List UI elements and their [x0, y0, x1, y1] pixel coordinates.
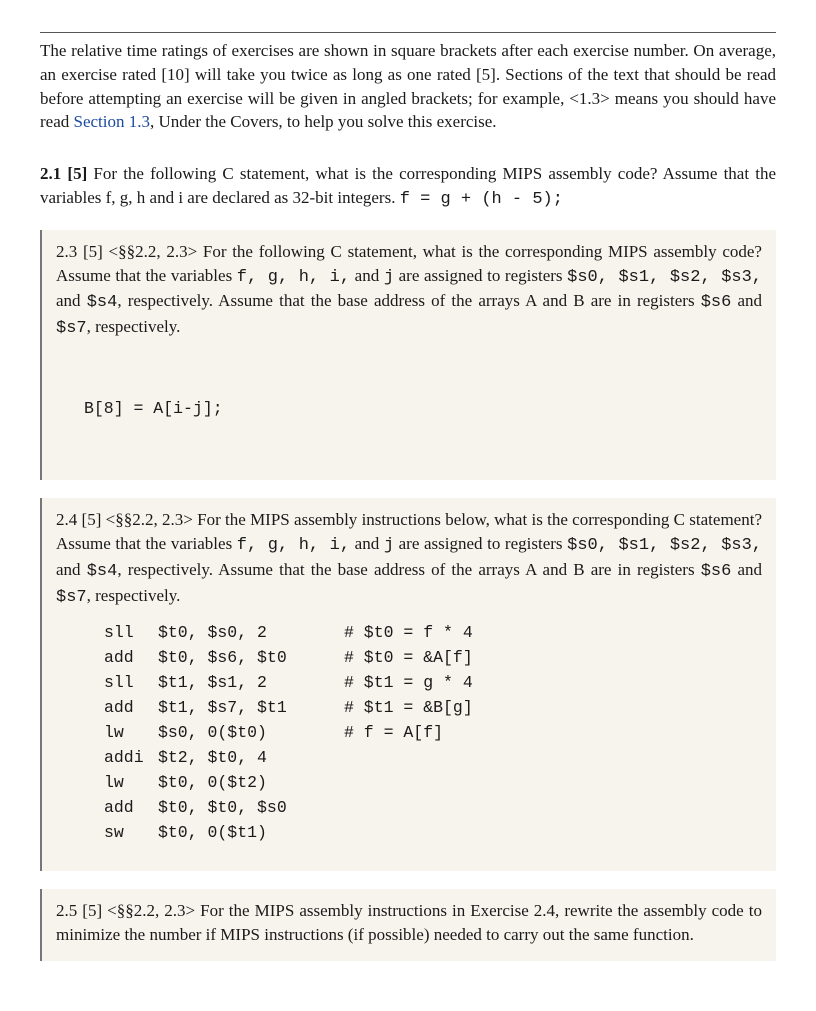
- asm-row: add$t1, $s7, $t1# $t1 = &B[g]: [104, 695, 473, 720]
- t: , respectively. Assume that the base add…: [117, 291, 700, 310]
- code-line: B[8] = A[i-j];: [84, 397, 762, 420]
- exercise-rating: [5]: [77, 242, 103, 261]
- asm-args: $t2, $t0, 4: [158, 745, 344, 770]
- intro-text-2: , Under the Covers, to help you solve th…: [150, 112, 497, 131]
- asm-row: sw$t0, 0($t1): [104, 820, 473, 845]
- asm-op: add: [104, 645, 158, 670]
- asm-row: addi$t2, $t0, 4: [104, 745, 473, 770]
- exercise-rating: [5]: [77, 510, 101, 529]
- asm-args: $t1, $s7, $t1: [158, 695, 344, 720]
- asm-op: add: [104, 795, 158, 820]
- asm-row: sll$t1, $s1, 2# $t1 = g * 4: [104, 670, 473, 695]
- asm-args: $t0, $t0, $s0: [158, 795, 344, 820]
- asm-comment: [344, 795, 473, 820]
- exercise-number: 2.5: [56, 901, 77, 920]
- asm-args: $t0, 0($t2): [158, 770, 344, 795]
- exercise-rating: [5]: [77, 901, 102, 920]
- asm-comment: # $t0 = f * 4: [344, 620, 473, 645]
- reg: $s6: [701, 293, 732, 312]
- exercise-number: 2.3: [56, 242, 77, 261]
- t: are assigned to registers: [394, 534, 567, 553]
- varj: j: [384, 268, 394, 287]
- regs: $s0, $s1, $s2, $s3,: [567, 536, 762, 555]
- t: and: [731, 560, 762, 579]
- asm-args: $t0, $s6, $t0: [158, 645, 344, 670]
- exercise-number: 2.4: [56, 510, 77, 529]
- asm-op: sll: [104, 670, 158, 695]
- t: and: [56, 560, 87, 579]
- t: , respectively. Assume that the base add…: [117, 560, 700, 579]
- asm-op: lw: [104, 770, 158, 795]
- code-block: B[8] = A[i-j];: [84, 351, 762, 466]
- exercise-prereq: <§§2.2, 2.3>: [102, 901, 195, 920]
- asm-op: add: [104, 695, 158, 720]
- assembly-listing: sll$t0, $s0, 2# $t0 = f * 4add$t0, $s6, …: [104, 620, 473, 846]
- regs: $s0, $s1, $s2, $s3,: [567, 268, 762, 287]
- varj: j: [384, 536, 394, 555]
- reg: $s7: [56, 319, 87, 338]
- exercise-prereq: <§§2.2, 2.3>: [103, 242, 197, 261]
- asm-op: sw: [104, 820, 158, 845]
- asm-comment: # $t0 = &A[f]: [344, 645, 473, 670]
- asm-row: lw$t0, 0($t2): [104, 770, 473, 795]
- t: and: [350, 534, 384, 553]
- exercise-2-5: 2.5 [5] <§§2.2, 2.3> For the MIPS assemb…: [40, 889, 776, 961]
- asm-row: lw$s0, 0($t0)# f = A[f]: [104, 720, 473, 745]
- top-rule: [40, 32, 776, 33]
- exercise-prereq: <§§2.2, 2.3>: [101, 510, 192, 529]
- asm-row: sll$t0, $s0, 2# $t0 = f * 4: [104, 620, 473, 645]
- inline-code: f = g + (h - 5);: [400, 190, 563, 209]
- reg: $s4: [87, 562, 118, 581]
- reg: $s6: [701, 562, 732, 581]
- reg: $s4: [87, 293, 118, 312]
- asm-row: add$t0, $s6, $t0# $t0 = &A[f]: [104, 645, 473, 670]
- asm-comment: # $t1 = g * 4: [344, 670, 473, 695]
- asm-comment: # $t1 = &B[g]: [344, 695, 473, 720]
- asm-args: $t0, 0($t1): [158, 820, 344, 845]
- asm-comment: [344, 745, 473, 770]
- exercise-rating: [5]: [67, 164, 87, 183]
- intro-paragraph: The relative time ratings of exercises a…: [40, 39, 776, 134]
- asm-args: $s0, 0($t0): [158, 720, 344, 745]
- t: , respectively.: [87, 586, 181, 605]
- asm-op: addi: [104, 745, 158, 770]
- t: , respectively.: [87, 317, 181, 336]
- asm-comment: # f = A[f]: [344, 720, 473, 745]
- reg: $s7: [56, 588, 87, 607]
- exercise-2-1: 2.1 [5] For the following C statement, w…: [40, 162, 776, 212]
- asm-row: add$t0, $t0, $s0: [104, 795, 473, 820]
- asm-comment: [344, 820, 473, 845]
- asm-op: sll: [104, 620, 158, 645]
- t: and: [350, 266, 384, 285]
- exercise-2-3: 2.3 [5] <§§2.2, 2.3> For the following C…: [40, 230, 776, 481]
- vars: f, g, h, i,: [237, 536, 350, 555]
- exercise-number: 2.1: [40, 164, 61, 183]
- section-link[interactable]: Section 1.3: [74, 112, 151, 131]
- t: and: [731, 291, 762, 310]
- asm-args: $t1, $s1, 2: [158, 670, 344, 695]
- t: and: [56, 291, 87, 310]
- vars: f, g, h, i,: [237, 268, 350, 287]
- exercise-2-4: 2.4 [5] <§§2.2, 2.3> For the MIPS assemb…: [40, 498, 776, 871]
- t: are assigned to registers: [394, 266, 567, 285]
- asm-op: lw: [104, 720, 158, 745]
- asm-args: $t0, $s0, 2: [158, 620, 344, 645]
- asm-comment: [344, 770, 473, 795]
